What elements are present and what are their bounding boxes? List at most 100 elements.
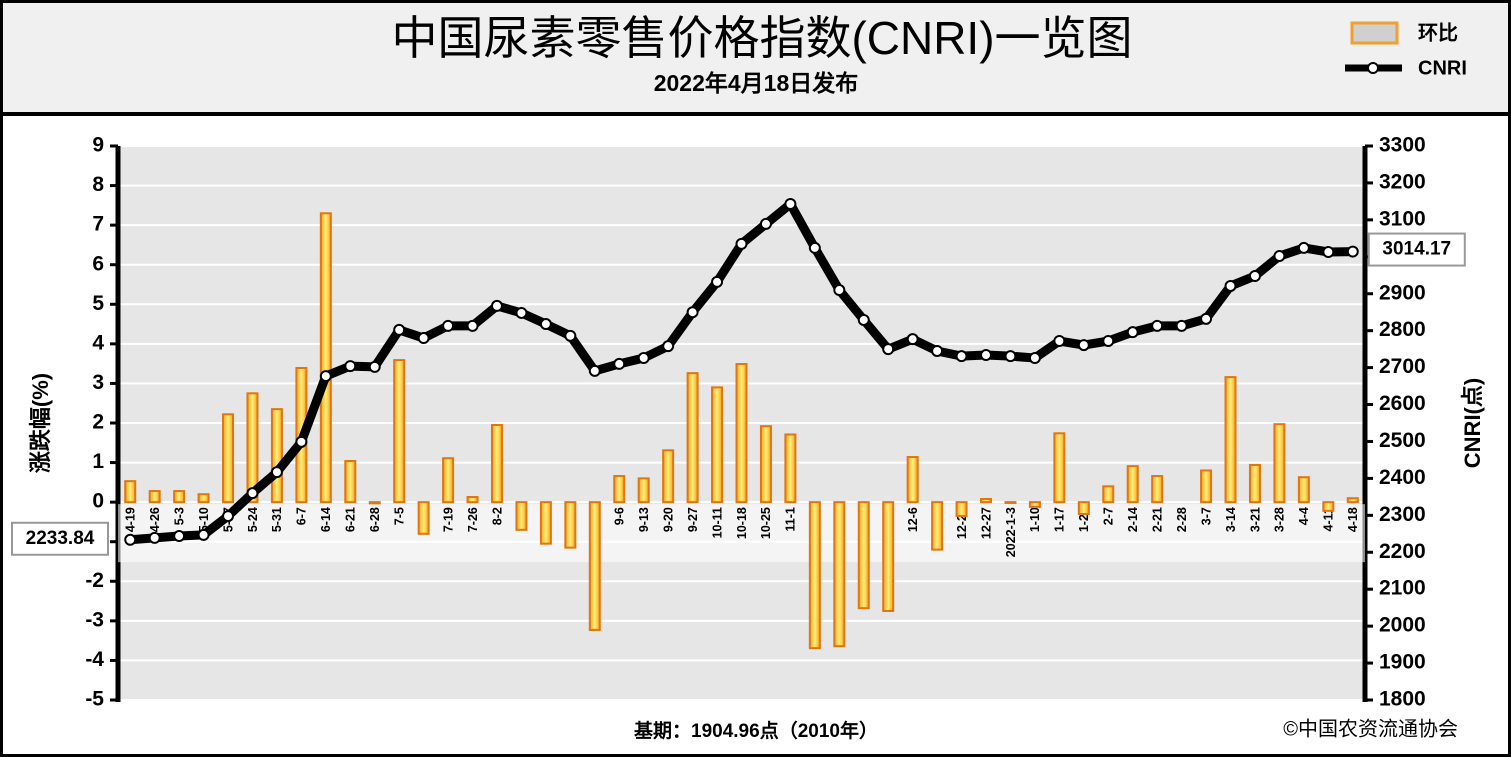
line-marker <box>1151 319 1164 332</box>
x-tick-label: 9-6 <box>613 507 627 525</box>
x-tick-label: 7-19 <box>441 507 455 532</box>
x-tick-label: 3-28 <box>1273 507 1287 532</box>
y-axis-title: 涨跌幅(%) <box>28 373 53 473</box>
line-marker <box>1126 326 1139 339</box>
x-tick-label: 4-19 <box>124 507 138 532</box>
bar <box>368 501 381 505</box>
line-marker <box>980 349 993 362</box>
line-marker <box>588 364 601 377</box>
bar <box>539 501 552 545</box>
x-tick-label: 2-14 <box>1126 507 1140 532</box>
y-tick-label: 5 <box>92 292 104 315</box>
x-tick-label: 7-5 <box>392 507 406 525</box>
value-label-box <box>1367 232 1466 267</box>
x-tick-label: 6-28 <box>368 507 382 532</box>
bar <box>637 477 650 504</box>
value-label: 3014.17 <box>1382 239 1451 260</box>
bar <box>1346 497 1359 504</box>
line-marker <box>1200 312 1213 325</box>
value-label: 2233.84 <box>26 528 95 549</box>
bar <box>1004 501 1017 504</box>
y-tick-label: 8 <box>92 173 104 196</box>
header <box>3 3 1508 113</box>
y-tick-label: 1 <box>92 450 104 473</box>
bar <box>784 433 797 504</box>
line-marker <box>882 343 895 356</box>
x-tick-label: 5-31 <box>270 507 284 532</box>
x-label-band <box>118 504 1365 563</box>
line-marker <box>1322 245 1335 258</box>
line-marker <box>197 528 210 541</box>
footnote: 基期：1904.96点（2010年） <box>633 719 878 742</box>
bar <box>980 497 993 504</box>
bar <box>613 475 626 504</box>
bar <box>711 386 724 504</box>
line-marker <box>222 510 235 523</box>
bar <box>931 501 944 551</box>
value-label-box <box>11 521 109 556</box>
y-tick-label: 9 <box>92 134 104 157</box>
x-tick-label: 3-7 <box>1199 507 1213 525</box>
y-tick-label: -5 <box>85 688 104 711</box>
bar <box>1200 469 1213 504</box>
bar <box>124 480 137 504</box>
y-tick-label: 0 <box>92 490 104 513</box>
line-marker <box>784 197 797 210</box>
line-marker <box>1224 279 1237 292</box>
bar <box>1322 501 1335 512</box>
line-marker <box>1102 335 1115 348</box>
x-tick-label: 11-1 <box>784 507 798 531</box>
x-tick-label: 4-26 <box>148 507 162 532</box>
y-tick-label: -3 <box>85 608 104 631</box>
y2-tick-label: 2900 <box>1379 281 1426 304</box>
line-marker <box>466 319 479 332</box>
line-marker <box>124 533 137 546</box>
legend-label: 环比 <box>1418 21 1458 44</box>
legend-swatch-marker <box>1367 62 1379 74</box>
bar <box>906 456 919 504</box>
bar <box>466 495 479 504</box>
x-tick-label: 12-27 <box>979 507 993 539</box>
bar <box>1224 376 1237 504</box>
line-marker <box>759 217 772 230</box>
line-marker <box>613 357 626 370</box>
bar <box>393 359 406 504</box>
bar <box>1077 501 1090 516</box>
x-tick-label: 6-14 <box>319 507 333 532</box>
line-marker <box>808 241 821 254</box>
line-marker <box>295 435 308 448</box>
line-marker <box>1273 250 1286 263</box>
source: ©中国农资流通协会 <box>1283 717 1458 740</box>
bar <box>515 501 528 531</box>
bar <box>442 457 455 504</box>
line-marker <box>906 333 919 346</box>
line-marker <box>662 340 675 353</box>
bar <box>1126 465 1139 504</box>
y-tick-label: 3 <box>92 371 104 394</box>
bar <box>857 501 870 610</box>
line-marker <box>1077 339 1090 352</box>
line-marker <box>246 487 259 500</box>
y-tick-label: 2 <box>92 411 104 434</box>
bar <box>1028 501 1041 508</box>
y-tick-label: 4 <box>92 331 104 354</box>
line-marker <box>368 360 381 373</box>
line-marker <box>1028 351 1041 364</box>
x-tick-label: 10-11 <box>710 507 724 538</box>
y2-tick-label: 2600 <box>1379 392 1426 415</box>
bar <box>173 490 186 504</box>
y2-tick-label: 3100 <box>1379 207 1426 230</box>
bar <box>1248 463 1261 504</box>
line-marker <box>564 329 577 342</box>
y2-tick-label: 2800 <box>1379 318 1426 341</box>
y-tick-label: 6 <box>92 252 104 275</box>
line-marker <box>393 323 406 336</box>
bar <box>882 501 895 612</box>
y-tick-label: -2 <box>85 569 104 592</box>
x-tick-label: 8-2 <box>490 507 504 525</box>
bar <box>222 413 235 504</box>
y2-tick-label: 2700 <box>1379 355 1426 378</box>
line-marker <box>1175 319 1188 332</box>
